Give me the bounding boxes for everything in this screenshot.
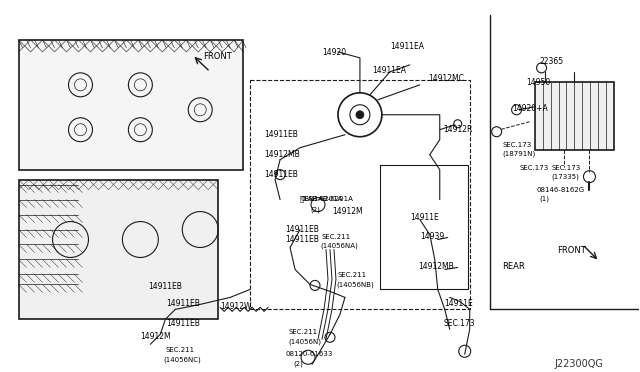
Text: 14911EB: 14911EB [264,130,298,139]
Text: (14056NA): (14056NA) [320,243,358,249]
Text: SEC.173: SEC.173 [520,165,549,171]
Text: 14911EB: 14911EB [264,170,298,179]
Text: 14911EB: 14911EB [148,282,182,291]
Bar [19,40,243,170]
Text: 14911EA: 14911EA [372,66,406,75]
Text: SEC.173: SEC.173 [552,165,580,171]
Text: (2): (2) [293,360,303,367]
Text: FRONT: FRONT [557,247,586,256]
Text: 14911EB: 14911EB [285,234,319,244]
Text: 14911EB: 14911EB [166,319,200,328]
Bar [19,180,218,319]
Text: 14912R: 14912R [443,125,472,134]
Text: 14911EB: 14911EB [166,299,200,308]
Text: (14056NB): (14056NB) [336,282,374,288]
Text: 14912W: 14912W [220,302,252,311]
Text: (2): (2) [310,206,320,213]
Text: 14939: 14939 [420,231,444,241]
Text: 08120-61633: 08120-61633 [285,351,332,357]
Text: (14056NC): (14056NC) [163,356,201,363]
Text: 22365: 22365 [540,57,564,66]
Text: (14056N): (14056N) [288,338,321,345]
Text: 14920+A: 14920+A [513,104,548,113]
Text: SEC.211: SEC.211 [165,347,195,353]
Circle shape [356,111,364,119]
Text: SEC.211: SEC.211 [338,272,367,279]
Text: 14912MC: 14912MC [428,74,463,83]
Text: (18791N): (18791N) [502,151,536,157]
Bar [534,82,614,150]
Text: 14920: 14920 [322,48,346,57]
Text: J22300QG: J22300QG [554,359,604,369]
Text: SEC.173: SEC.173 [502,142,532,148]
Text: 14912MB: 14912MB [264,150,300,159]
Text: 14911EB: 14911EB [285,225,319,234]
Text: SEC.173: SEC.173 [444,319,476,328]
Text: FRONT: FRONT [204,52,232,61]
Text: 14911E: 14911E [410,212,438,222]
Text: 14912MB: 14912MB [418,263,454,272]
Text: 14911EA: 14911EA [390,42,424,51]
Text: 14912M: 14912M [332,206,363,216]
Text: (17335): (17335) [552,174,579,180]
Text: 14911E: 14911E [444,299,472,308]
Text: SEC.211: SEC.211 [288,329,317,335]
Text: 14912M: 14912M [140,332,171,341]
Text: 08B1AB-6201A: 08B1AB-6201A [300,196,353,202]
Text: (1): (1) [540,196,550,202]
Text: 14950: 14950 [527,78,551,87]
Text: REAR: REAR [502,263,524,272]
Text: SEC.211: SEC.211 [322,234,351,240]
Text: 08146-8162G: 08146-8162G [536,187,585,193]
Text: ࠚ1AB-6201A: ࠚ1AB-6201A [300,196,344,202]
